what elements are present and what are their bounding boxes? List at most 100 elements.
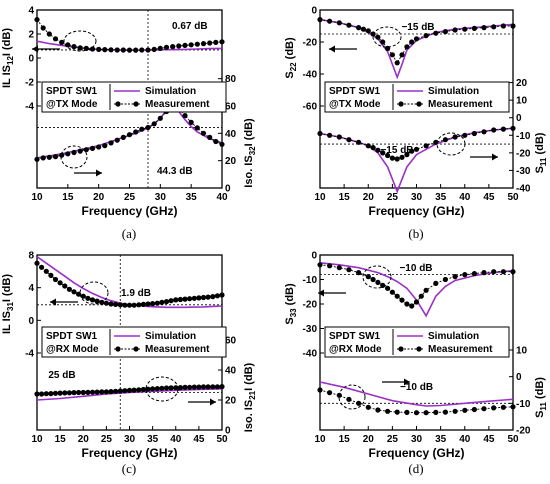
- measurement-point: [213, 138, 219, 145]
- measurement-point: [108, 301, 114, 307]
- measurement-point: [418, 293, 424, 299]
- measurement-point: [510, 269, 516, 275]
- measurement-point: [102, 143, 108, 149]
- measurement-point: [210, 384, 216, 390]
- measurement-point: [336, 265, 342, 271]
- measurement-point: [57, 390, 63, 396]
- measurement-point: [131, 302, 137, 308]
- right-tick-label: 40: [225, 366, 237, 377]
- measurement-point: [163, 385, 170, 391]
- left-tick-label: 8: [28, 251, 34, 262]
- right-tick-label: 80: [225, 74, 237, 85]
- measurement-point: [76, 389, 82, 396]
- measurement-point: [80, 293, 86, 299]
- measurement-point: [46, 154, 52, 160]
- x-tick-label: 35: [435, 192, 447, 203]
- x-tick-label: 25: [387, 192, 399, 203]
- x-tick-label: 30: [124, 434, 136, 445]
- right-tick-label: 10: [516, 346, 528, 357]
- dashed-highlight-circle: [60, 145, 88, 169]
- x-tick-label: 40: [170, 434, 182, 445]
- dashed-highlight-circle: [362, 265, 392, 289]
- left-tick-label: 0: [311, 6, 317, 17]
- x-tick-label: 50: [507, 192, 519, 203]
- measurement-point: [52, 276, 59, 283]
- measurement-point: [43, 391, 49, 397]
- measurement-point: [462, 407, 468, 413]
- chart-panel-d: 10 15 20 25 30 35 40 45 50 Frequency (GHz) -40 -30 -…: [284, 251, 548, 477]
- measurement-point: [85, 389, 91, 395]
- left-axis-label: IL IS31I (dB): [1, 274, 15, 334]
- measurement-point: [346, 396, 352, 402]
- measurement-point: [219, 292, 225, 298]
- measurement-point: [187, 384, 193, 390]
- measurement-point: [327, 132, 333, 138]
- left-axis-label: S33 (dB): [284, 283, 298, 325]
- measurement-point: [394, 60, 400, 66]
- measurement-point: [39, 391, 45, 397]
- measurement-point: [89, 297, 96, 303]
- measurement-point: [103, 389, 109, 395]
- measurement-point: [385, 152, 391, 159]
- measurement-point: [365, 274, 371, 280]
- measurement-point: [356, 25, 362, 31]
- measurement-point: [423, 410, 429, 416]
- measurement-point: [389, 52, 395, 58]
- measurement-point: [154, 300, 160, 306]
- left-tick-label: -10: [303, 275, 318, 286]
- legend-box: [41, 81, 227, 113]
- x-tick-label: 20: [363, 192, 375, 203]
- x-tick-label: 25: [101, 434, 113, 445]
- legend-meas-label: Measurement: [145, 344, 210, 355]
- x-tick-label: 15: [62, 192, 74, 203]
- panel-caption: (c): [122, 461, 136, 476]
- legend-meas-marker: [133, 101, 139, 107]
- measurement-point: [452, 408, 458, 414]
- measurement-point: [59, 152, 65, 158]
- measurement-point: [34, 391, 40, 397]
- x-axis-label: Frequency (GHz): [368, 446, 464, 460]
- right-tick-label: 40: [225, 129, 237, 140]
- measurement-point: [145, 301, 151, 307]
- right-axis-label: S11 (dB): [534, 132, 548, 173]
- measurement-point: [404, 409, 410, 415]
- measurement-point: [433, 409, 439, 415]
- measurement-point: [96, 144, 102, 150]
- legend-sim-label: Simulation: [145, 86, 196, 97]
- annotation-label: 0.67 dB: [172, 21, 208, 32]
- x-tick-label: 20: [93, 192, 105, 203]
- x-tick-label: 35: [147, 434, 159, 445]
- measurement-point: [136, 302, 142, 308]
- measurement-point: [394, 293, 400, 299]
- x-tick-label: 10: [314, 192, 326, 203]
- measurement-point: [317, 17, 323, 23]
- measurement-point: [126, 302, 133, 308]
- dashed-highlight-circle: [372, 26, 402, 48]
- measurement-point: [159, 299, 165, 305]
- annotation-label: 1.9 dB: [121, 288, 151, 299]
- x-tick-label: 45: [483, 192, 495, 203]
- measurement-point: [471, 25, 477, 31]
- measurement-point: [170, 44, 176, 50]
- legend-sim-label: Simulation: [428, 331, 479, 342]
- measurement-point: [452, 27, 458, 33]
- measurement-point: [34, 156, 40, 162]
- legend-meas-label: Measurement: [145, 99, 210, 110]
- legend-mode: @RX Mode: [46, 344, 99, 355]
- measurement-point: [120, 47, 126, 53]
- left-tick-label: -2: [25, 78, 34, 89]
- measurement-point: [423, 287, 429, 293]
- left-axis-label: IL IS12I (dB): [1, 28, 15, 88]
- measurement-point: [423, 143, 429, 149]
- measurement-point: [46, 31, 52, 37]
- left-tick-label: -20: [303, 38, 318, 49]
- measurement-point: [71, 289, 77, 295]
- left-tick-label: -60: [303, 102, 318, 113]
- measurement-point: [491, 127, 497, 133]
- measurement-point: [89, 145, 96, 151]
- legend-meas-label: Measurement: [428, 344, 493, 355]
- x-tick-label: 45: [483, 434, 495, 445]
- measurement-point: [194, 41, 200, 47]
- panel-caption: (b): [408, 226, 423, 241]
- measurement-point: [207, 134, 213, 140]
